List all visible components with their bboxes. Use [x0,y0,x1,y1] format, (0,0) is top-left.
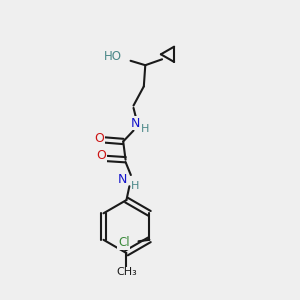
Text: O: O [97,149,106,162]
Text: H: H [131,181,140,191]
Text: Cl: Cl [118,236,130,249]
Text: N: N [118,173,127,186]
Text: HO: HO [104,50,122,64]
Text: O: O [94,132,104,145]
Text: CH₃: CH₃ [116,267,137,277]
Text: H: H [140,124,149,134]
Text: N: N [131,117,141,130]
